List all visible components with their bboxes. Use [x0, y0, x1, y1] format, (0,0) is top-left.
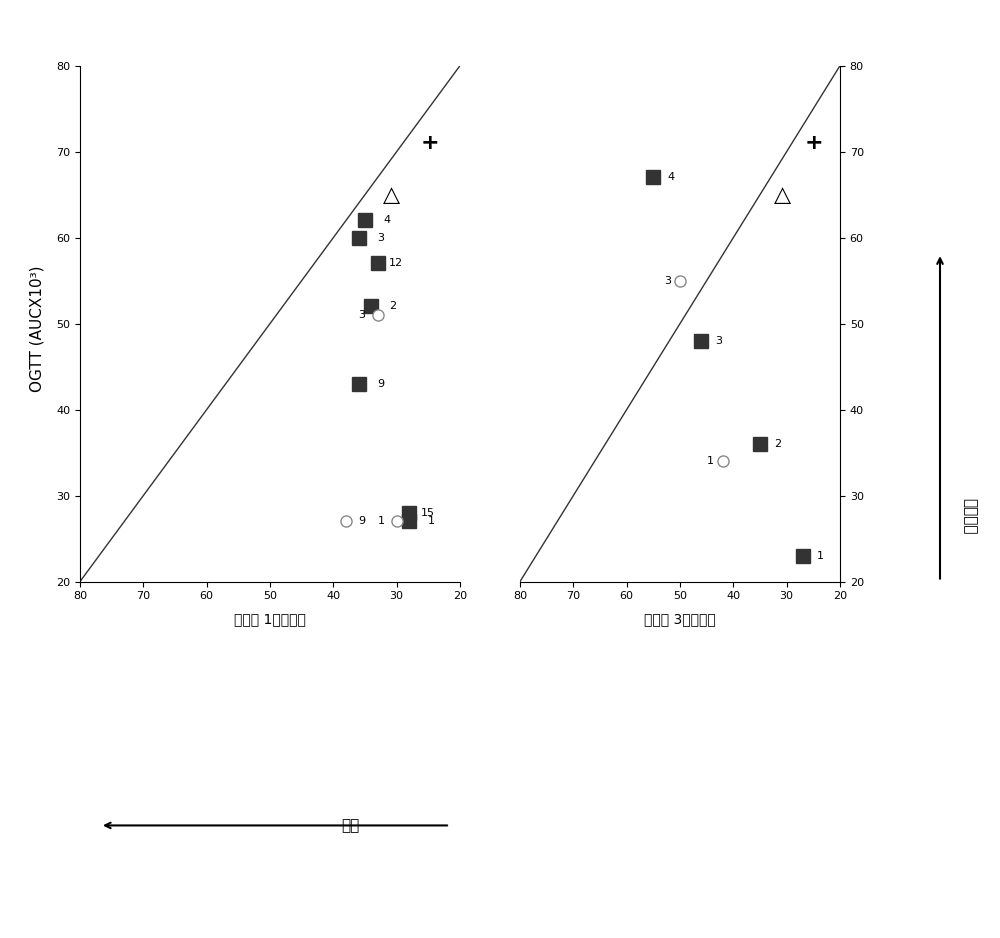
Text: △: △	[774, 185, 791, 204]
Text: △: △	[383, 185, 400, 204]
Text: 9: 9	[358, 517, 365, 526]
Text: 2: 2	[390, 301, 397, 311]
Text: 2: 2	[774, 439, 781, 449]
Text: 1: 1	[428, 517, 435, 526]
X-axis label: 線維症 3ヶ月以下: 線維症 3ヶ月以下	[644, 613, 716, 627]
Text: 3: 3	[377, 233, 384, 243]
Text: +: +	[420, 133, 439, 153]
Text: 症第: 症第	[341, 818, 359, 833]
Text: 1: 1	[378, 517, 385, 526]
X-axis label: 線維症 1ヶ月以下: 線維症 1ヶ月以下	[234, 613, 306, 627]
Text: 3: 3	[664, 276, 671, 285]
Text: +: +	[805, 133, 824, 153]
Text: 1: 1	[707, 456, 714, 466]
Text: 瑞師利率: 瑞師利率	[962, 498, 978, 534]
Text: 4: 4	[668, 173, 675, 182]
Text: OGTT (AUCX10³): OGTT (AUCX10³)	[30, 265, 45, 391]
Text: 12: 12	[389, 259, 403, 268]
Text: 9: 9	[377, 379, 384, 388]
Text: 1: 1	[817, 551, 824, 561]
Text: 3: 3	[716, 336, 723, 346]
Text: 3: 3	[359, 310, 366, 320]
Text: 15: 15	[421, 507, 435, 518]
Text: 4: 4	[383, 216, 390, 225]
